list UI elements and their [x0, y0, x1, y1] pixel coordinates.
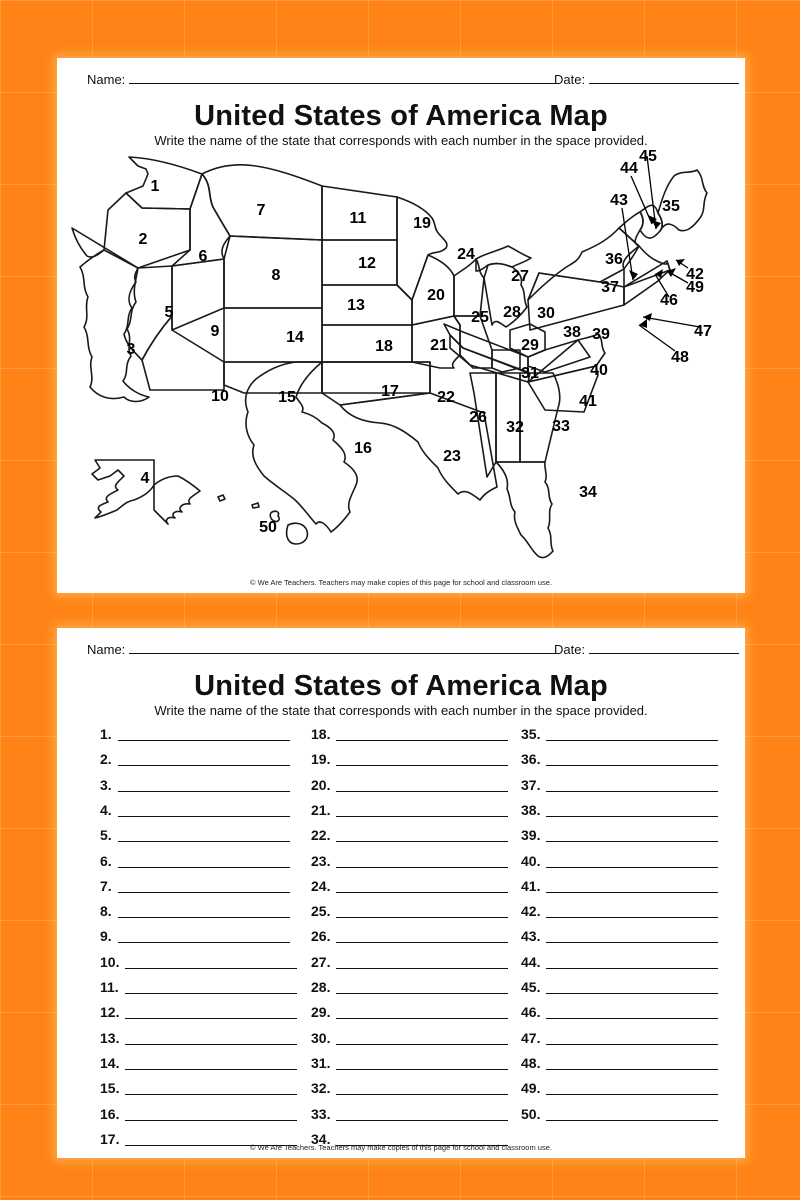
svg-text:9: 9: [211, 323, 220, 340]
svg-text:25: 25: [471, 309, 489, 326]
svg-text:41: 41: [579, 393, 597, 410]
svg-text:1: 1: [151, 178, 160, 195]
svg-text:43: 43: [610, 192, 628, 209]
svg-text:35: 35: [662, 198, 680, 215]
svg-text:34: 34: [579, 484, 597, 501]
svg-text:17: 17: [381, 383, 399, 400]
svg-text:18: 18: [375, 338, 393, 355]
svg-text:50: 50: [259, 519, 277, 536]
svg-text:48: 48: [671, 349, 689, 366]
svg-text:20: 20: [427, 287, 445, 304]
svg-text:40: 40: [590, 362, 608, 379]
svg-text:30: 30: [537, 305, 555, 322]
svg-text:2: 2: [139, 231, 148, 248]
svg-text:27: 27: [511, 268, 529, 285]
svg-text:5: 5: [165, 304, 174, 321]
svg-text:3: 3: [127, 341, 136, 358]
svg-text:33: 33: [552, 418, 570, 435]
svg-text:14: 14: [286, 329, 304, 346]
svg-text:37: 37: [601, 279, 619, 296]
svg-text:10: 10: [211, 388, 229, 405]
svg-text:44: 44: [620, 160, 638, 177]
svg-text:46: 46: [660, 292, 678, 309]
svg-text:12: 12: [358, 255, 376, 272]
svg-text:23: 23: [443, 448, 461, 465]
svg-text:19: 19: [413, 215, 431, 232]
svg-text:8: 8: [272, 267, 281, 284]
svg-text:29: 29: [521, 337, 539, 354]
svg-text:22: 22: [437, 389, 455, 406]
svg-text:11: 11: [350, 210, 367, 227]
svg-text:47: 47: [694, 323, 712, 340]
svg-text:26: 26: [469, 409, 487, 426]
svg-text:13: 13: [347, 297, 365, 314]
svg-text:28: 28: [503, 304, 521, 321]
svg-text:36: 36: [605, 251, 623, 268]
svg-text:4: 4: [141, 470, 150, 487]
svg-text:49: 49: [686, 279, 704, 296]
svg-text:45: 45: [639, 148, 657, 165]
svg-text:21: 21: [430, 337, 448, 354]
svg-text:6: 6: [199, 248, 208, 265]
svg-text:39: 39: [592, 326, 610, 343]
svg-text:31: 31: [521, 365, 539, 382]
svg-text:38: 38: [563, 324, 581, 341]
svg-text:7: 7: [257, 202, 266, 219]
svg-text:16: 16: [354, 440, 372, 457]
svg-text:24: 24: [457, 246, 475, 263]
svg-text:32: 32: [506, 419, 524, 436]
svg-text:15: 15: [278, 389, 296, 406]
